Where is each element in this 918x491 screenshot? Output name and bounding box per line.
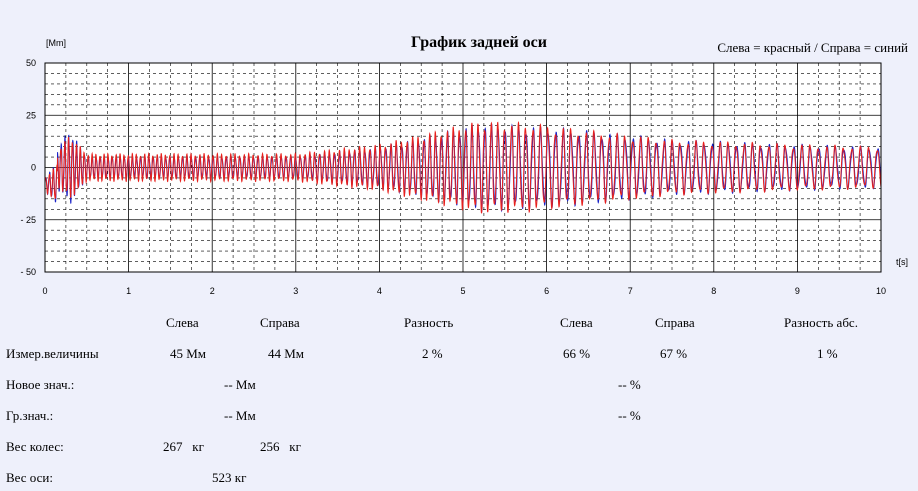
chart-title: График задней оси — [411, 34, 547, 51]
axle-weight-value: 523 кг — [212, 470, 247, 485]
row-label-measured: Измер.величины — [6, 346, 99, 361]
measured-abs-difference: 1 % — [817, 346, 838, 361]
x-axis-label: t[s] — [896, 257, 909, 267]
series-layer — [44, 121, 882, 214]
x-tick-label: 8 — [711, 286, 716, 296]
y-tick-label: - 50 — [20, 267, 36, 277]
y-tick-label: 0 — [31, 163, 36, 173]
plot-area-border — [44, 62, 882, 273]
measured-right-pct: 67 % — [660, 346, 688, 361]
wheel-weight-right: 256 кг — [260, 439, 301, 454]
new-value-mm: -- Мм — [224, 377, 256, 392]
x-tick-label: 3 — [293, 286, 298, 296]
header-left-pct: Слева — [560, 315, 593, 330]
x-tick-label: 6 — [544, 286, 549, 296]
new-value-pct: -- % — [618, 377, 641, 392]
x-tick-label: 4 — [377, 286, 382, 296]
y-tick-label: - 25 — [20, 215, 36, 225]
x-tick-label: 10 — [876, 286, 886, 296]
x-tick-label: 2 — [210, 286, 215, 296]
limit-value-pct: -- % — [618, 408, 641, 423]
x-tick-label: 1 — [126, 286, 131, 296]
measured-left-pct: 66 % — [563, 346, 591, 361]
y-tick-label: 50 — [26, 58, 36, 68]
series-line-left — [44, 121, 882, 214]
header-right: Справа — [260, 315, 300, 330]
row-label-axle-weight: Вес оси: — [6, 470, 53, 485]
wheel-weight-left: 267 кг — [163, 439, 204, 454]
legend-text: Слева = красный / Справа = синий — [717, 40, 908, 55]
chart-plot: 0 1 2 3 4 5 6 7 8 9 10 50 25 0 - 25 - 50 — [20, 58, 886, 296]
header-difference: Разность — [404, 315, 454, 330]
x-tick-label: 9 — [795, 286, 800, 296]
x-tick-label: 5 — [460, 286, 465, 296]
header-right-pct: Справа — [655, 315, 695, 330]
y-axis-label: [Mm] — [46, 38, 66, 48]
row-label-limit-value: Гр.знач.: — [6, 408, 54, 423]
header-left: Слева — [166, 315, 199, 330]
measured-left: 45 Мм — [170, 346, 207, 361]
limit-value-mm: -- Мм — [224, 408, 256, 423]
row-label-wheel-weight: Вес колес: — [6, 439, 64, 454]
tick-labels: 0 1 2 3 4 5 6 7 8 9 10 50 25 0 - 25 - 50 — [20, 58, 886, 296]
x-tick-label: 7 — [628, 286, 633, 296]
measured-difference: 2 % — [422, 346, 443, 361]
x-tick-label: 0 — [42, 286, 47, 296]
row-label-new-value: Новое знач.: — [6, 377, 75, 392]
header-abs-difference: Разность абс. — [784, 315, 858, 330]
y-tick-label: 25 — [26, 110, 36, 120]
measured-right: 44 Мм — [268, 346, 305, 361]
